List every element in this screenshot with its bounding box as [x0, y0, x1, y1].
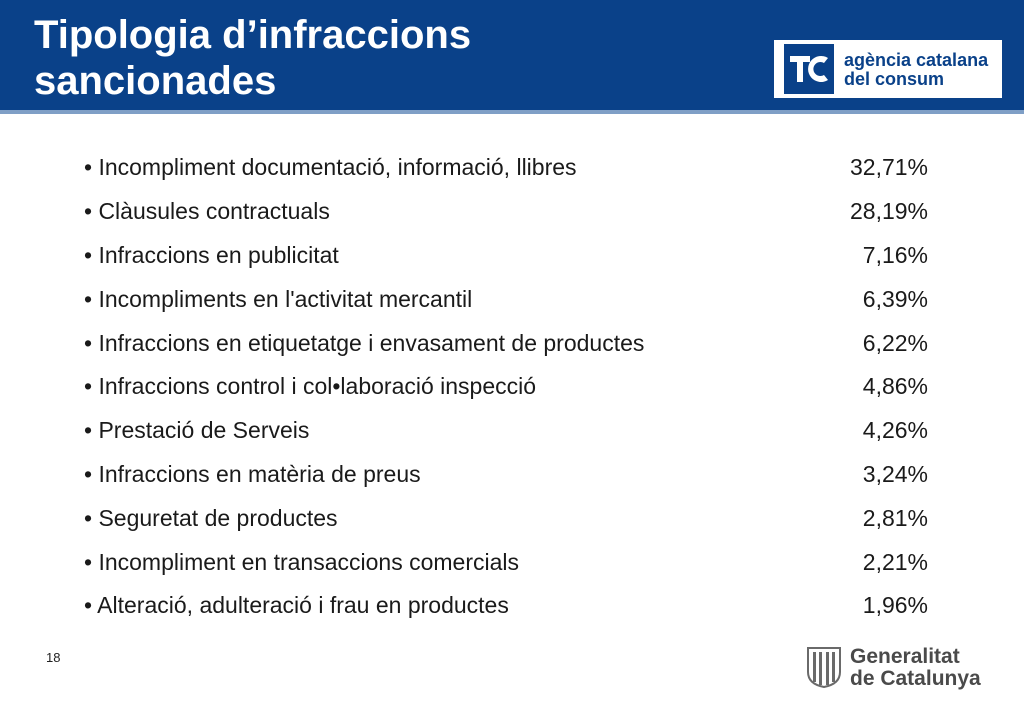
generalitat-logo: Generalitat de Catalunya — [806, 644, 982, 692]
item-value: 6,22% — [862, 329, 928, 356]
title-line-2: sancionades — [34, 59, 277, 103]
page-title: Tipologia d’infraccions sancionades — [34, 12, 471, 104]
generalitat-line-2: de Catalunya — [850, 667, 981, 690]
acc-logo-icon — [784, 44, 834, 94]
list-item: • Alteració, adulteració i frau en produ… — [84, 584, 928, 628]
item-value: 3,24% — [862, 460, 928, 487]
list-item: • Infraccions en etiquetatge i envasamen… — [84, 321, 928, 365]
item-label: • Incompliments en l'activitat mercantil — [84, 285, 473, 312]
item-label: • Incompliment en transaccions comercial… — [84, 548, 520, 575]
acc-logo-text: agència catalana del consum — [844, 51, 988, 89]
header-divider — [0, 110, 1024, 114]
list-item: • Prestació de Serveis 4,26% — [84, 409, 928, 453]
generalitat-logo-text: Generalitat de Catalunya — [850, 646, 981, 690]
list-item: • Incompliments en l'activitat mercantil… — [84, 277, 928, 321]
acc-logo: agència catalana del consum — [774, 40, 1002, 98]
page-number: 18 — [46, 650, 61, 665]
slide-header: Tipologia d’infraccions sancionades agèn… — [0, 0, 1024, 110]
item-value: 2,21% — [862, 548, 928, 575]
item-value: 2,81% — [862, 504, 928, 531]
list-item: • Clàusules contractuals 28,19% — [84, 190, 928, 234]
item-label: • Infraccions control i col•laboració in… — [84, 373, 537, 400]
list-item: • Infraccions en publicitat 7,16% — [84, 234, 928, 278]
item-value: 7,16% — [862, 241, 928, 268]
item-value: 4,86% — [862, 373, 928, 400]
list-item: • Incompliment en transaccions comercial… — [84, 540, 928, 584]
item-label: • Clàusules contractuals — [84, 198, 330, 225]
item-label: • Prestació de Serveis — [84, 417, 310, 444]
item-value: 32,71% — [849, 154, 928, 181]
title-line-1: Tipologia d’infraccions — [34, 13, 472, 57]
list-item: • Seguretat de productes 2,81% — [84, 496, 928, 540]
item-label: • Incompliment documentació, informació,… — [84, 154, 577, 181]
generalitat-seal-icon — [807, 647, 841, 688]
item-label: • Infraccions en publicitat — [84, 241, 339, 268]
list-item: • Incompliment documentació, informació,… — [84, 146, 928, 190]
item-value: 6,39% — [862, 285, 928, 312]
infraction-list: • Incompliment documentació, informació,… — [84, 146, 928, 628]
generalitat-line-1: Generalitat — [850, 645, 960, 668]
acc-logo-line-2: del consum — [844, 69, 945, 89]
item-label: • Infraccions en etiquetatge i envasamen… — [84, 329, 645, 356]
item-value: 28,19% — [849, 198, 928, 225]
list-item: • Infraccions control i col•laboració in… — [84, 365, 928, 409]
item-label: • Alteració, adulteració i frau en produ… — [84, 592, 509, 619]
item-value: 4,26% — [862, 417, 928, 444]
list-item: • Infraccions en matèria de preus 3,24% — [84, 453, 928, 497]
item-label: • Infraccions en matèria de preus — [84, 460, 421, 487]
item-label: • Seguretat de productes — [84, 504, 338, 531]
acc-logo-line-1: agència catalana — [844, 50, 989, 70]
item-value: 1,96% — [862, 592, 928, 619]
